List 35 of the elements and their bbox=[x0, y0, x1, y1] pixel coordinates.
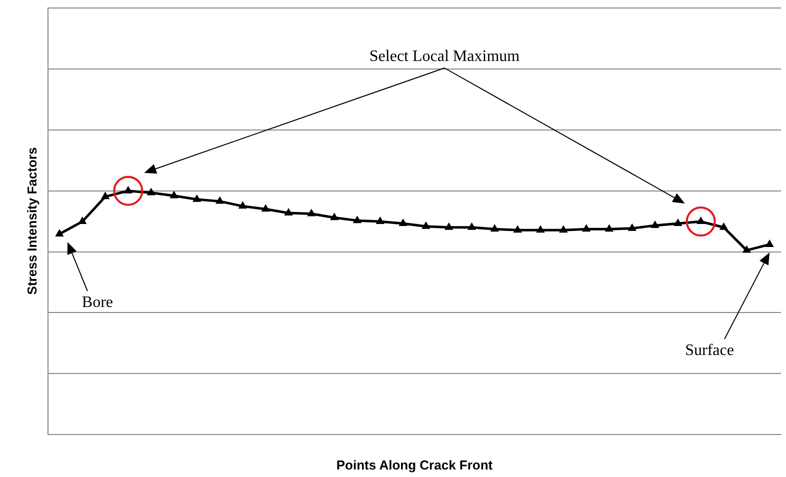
point bbox=[604, 224, 614, 232]
point bbox=[55, 228, 64, 236]
point bbox=[192, 194, 202, 202]
point bbox=[742, 245, 751, 253]
point bbox=[559, 225, 568, 233]
point bbox=[582, 224, 591, 232]
point bbox=[146, 188, 156, 196]
point bbox=[307, 208, 316, 216]
point bbox=[170, 190, 178, 198]
point bbox=[284, 208, 293, 216]
point bbox=[78, 216, 87, 224]
point bbox=[536, 225, 545, 233]
point bbox=[238, 201, 248, 209]
point bbox=[765, 239, 774, 247]
point bbox=[513, 225, 522, 233]
point bbox=[100, 192, 110, 200]
point bbox=[352, 216, 362, 224]
point bbox=[719, 222, 728, 230]
point bbox=[261, 204, 270, 212]
point bbox=[490, 224, 499, 232]
annotation: Bore bbox=[82, 294, 114, 312]
annotation: Surface bbox=[685, 342, 734, 360]
point bbox=[398, 218, 408, 226]
point bbox=[422, 221, 430, 229]
point bbox=[628, 223, 636, 231]
point bbox=[376, 216, 384, 224]
point bbox=[444, 222, 454, 230]
point bbox=[330, 212, 339, 220]
point bbox=[467, 222, 476, 230]
y-axis-title: Stress Intensity Factors bbox=[24, 148, 40, 295]
point bbox=[674, 218, 682, 226]
point bbox=[650, 220, 660, 228]
point bbox=[215, 196, 224, 204]
x-axis-title: Points Along Crack Front bbox=[336, 458, 493, 472]
text: Select Local Maximum bbox=[369, 48, 520, 66]
